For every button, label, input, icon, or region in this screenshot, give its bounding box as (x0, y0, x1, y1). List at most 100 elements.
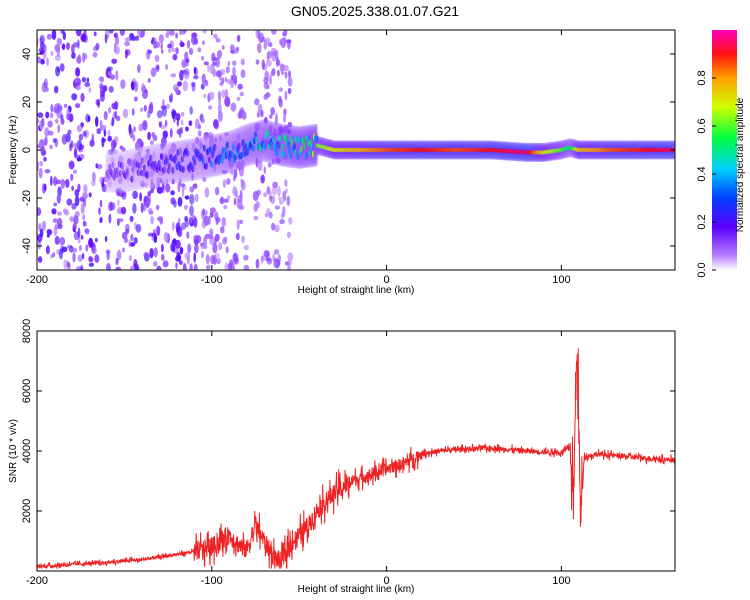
spectrogram-cell (232, 175, 236, 182)
spectrogram-ridge-cell (281, 143, 285, 151)
spectrogram-cell (57, 224, 63, 230)
spectrogram-cell (171, 244, 175, 252)
spectrogram-cell (59, 63, 65, 72)
spectrogram-cell (266, 84, 270, 90)
spectrogram-cell (165, 64, 169, 70)
spectrogram-cell (255, 30, 259, 38)
spectrogram-cell (214, 137, 217, 143)
spectrogram-cell (72, 252, 76, 263)
spectrogram-cell (263, 192, 267, 198)
spectrogram-cell (218, 134, 222, 142)
spectrogram-ridge-halo (195, 137, 200, 181)
spectrogram-cell (263, 250, 270, 258)
spectrogram-cell (279, 218, 285, 225)
spectrogram-cell (75, 67, 81, 77)
spectrogram-cell (53, 202, 57, 207)
spectrogram-cell (205, 254, 210, 265)
spectrogram-ridge-cell (311, 150, 316, 158)
spectrogram-cell (287, 129, 291, 135)
spectrogram-ridge-halo (261, 119, 266, 163)
spectrogram-cell (111, 58, 118, 64)
spectrogram-cell (198, 139, 202, 149)
spectrogram-ridge-cell (160, 153, 165, 161)
x-tick-label: -200 (26, 274, 48, 286)
spectrogram-cell (170, 190, 175, 196)
spectrogram-ridge-cell (141, 157, 145, 165)
spectrogram-cell (224, 88, 229, 99)
spectrogram-cell (37, 240, 41, 250)
spectrogram-ridge-halo (233, 128, 238, 172)
spectrogram-cell (264, 70, 270, 81)
spectrogram-cell (239, 205, 245, 210)
spectrogram-cell (181, 112, 185, 117)
spectrogram-cell (46, 57, 49, 67)
spectrogram-cell (115, 70, 119, 81)
spectrogram-cell (207, 62, 210, 73)
spectrogram-cell (283, 30, 288, 36)
spectrogram-cell (214, 253, 220, 259)
spectrogram-cell (208, 91, 215, 101)
spectrogram-cell (60, 178, 66, 189)
spectrogram-cell (75, 85, 81, 91)
spectrogram-ridge-cell (304, 152, 308, 160)
spectrogram-cell (95, 163, 98, 169)
spectrogram-ridge-cell (310, 142, 315, 150)
y-tick-label: 8000 (21, 319, 33, 343)
spectrogram-cell (145, 201, 150, 208)
spectrogram-cell (176, 112, 181, 122)
spectrogram-cell (160, 42, 163, 50)
spectrogram-cell (140, 180, 145, 188)
spectrogram-cell (147, 191, 152, 197)
spectrogram-ridge-cell (294, 148, 298, 156)
spectrogram-cell (180, 183, 185, 188)
spectrogram-cell (58, 248, 64, 260)
spectrogram-cell (71, 93, 78, 101)
spectrogram-cell (108, 30, 114, 34)
spectrogram-cell (88, 192, 92, 198)
spectrogram-cell (288, 70, 291, 79)
spectrogram-cell (136, 266, 140, 270)
spectrogram-cell (103, 176, 109, 183)
spectrogram-cell (282, 206, 286, 218)
spectrogram-cell (157, 216, 163, 222)
spectrogram-ridge-halo (140, 146, 145, 190)
spectrogram-ridge-cell (143, 164, 147, 172)
spectrogram-cell (255, 122, 261, 128)
spectrogram-ridge-cell (146, 171, 150, 178)
spectrogram-ridge-cell (272, 136, 276, 144)
spectrogram-cell (283, 108, 286, 115)
spectrogram-cell (214, 238, 217, 245)
spectrogram-cell (164, 119, 168, 127)
spectrogram-cell (94, 254, 100, 263)
spectrogram-cell (82, 214, 86, 221)
spectrogram-cell (278, 98, 283, 108)
spectrogram-cell (81, 252, 85, 260)
spectrogram-cell (283, 64, 289, 72)
spectrogram-cell (232, 252, 239, 263)
spectrogram-cell (160, 243, 164, 253)
spectrogram-ridge-halo (178, 139, 183, 184)
spectrogram-cell (181, 187, 185, 198)
spectrogram-ridge-halo (119, 150, 124, 194)
spectrogram-cell (274, 205, 281, 210)
spectrogram-cell (57, 124, 60, 134)
spectrogram-cell (60, 114, 64, 121)
y-tick-label: 2000 (21, 499, 33, 523)
spectrogram-ridge-cell (208, 156, 212, 164)
spectrogram-cell (273, 257, 277, 269)
colorbar-ticks: 0.0 0.2 0.4 0.6 0.8 (696, 70, 716, 278)
x-tick-label: -100 (201, 274, 223, 286)
spectrogram-cell (84, 81, 91, 88)
spectrogram-cell (224, 262, 228, 270)
spectrogram-ridge-cell (107, 172, 111, 180)
y-tick-label: 4000 (21, 439, 33, 463)
spectrogram-cell (284, 90, 288, 101)
spectrogram-cell (193, 66, 197, 75)
spectrogram-cell (288, 217, 293, 225)
spectrogram-cell (44, 127, 50, 137)
spectrogram-cell (287, 121, 293, 128)
spectrogram-cell (239, 219, 243, 224)
spectrogram-cell (174, 86, 179, 95)
spectrogram-ridge-halo (263, 119, 268, 163)
spectrogram-cell (255, 157, 259, 168)
